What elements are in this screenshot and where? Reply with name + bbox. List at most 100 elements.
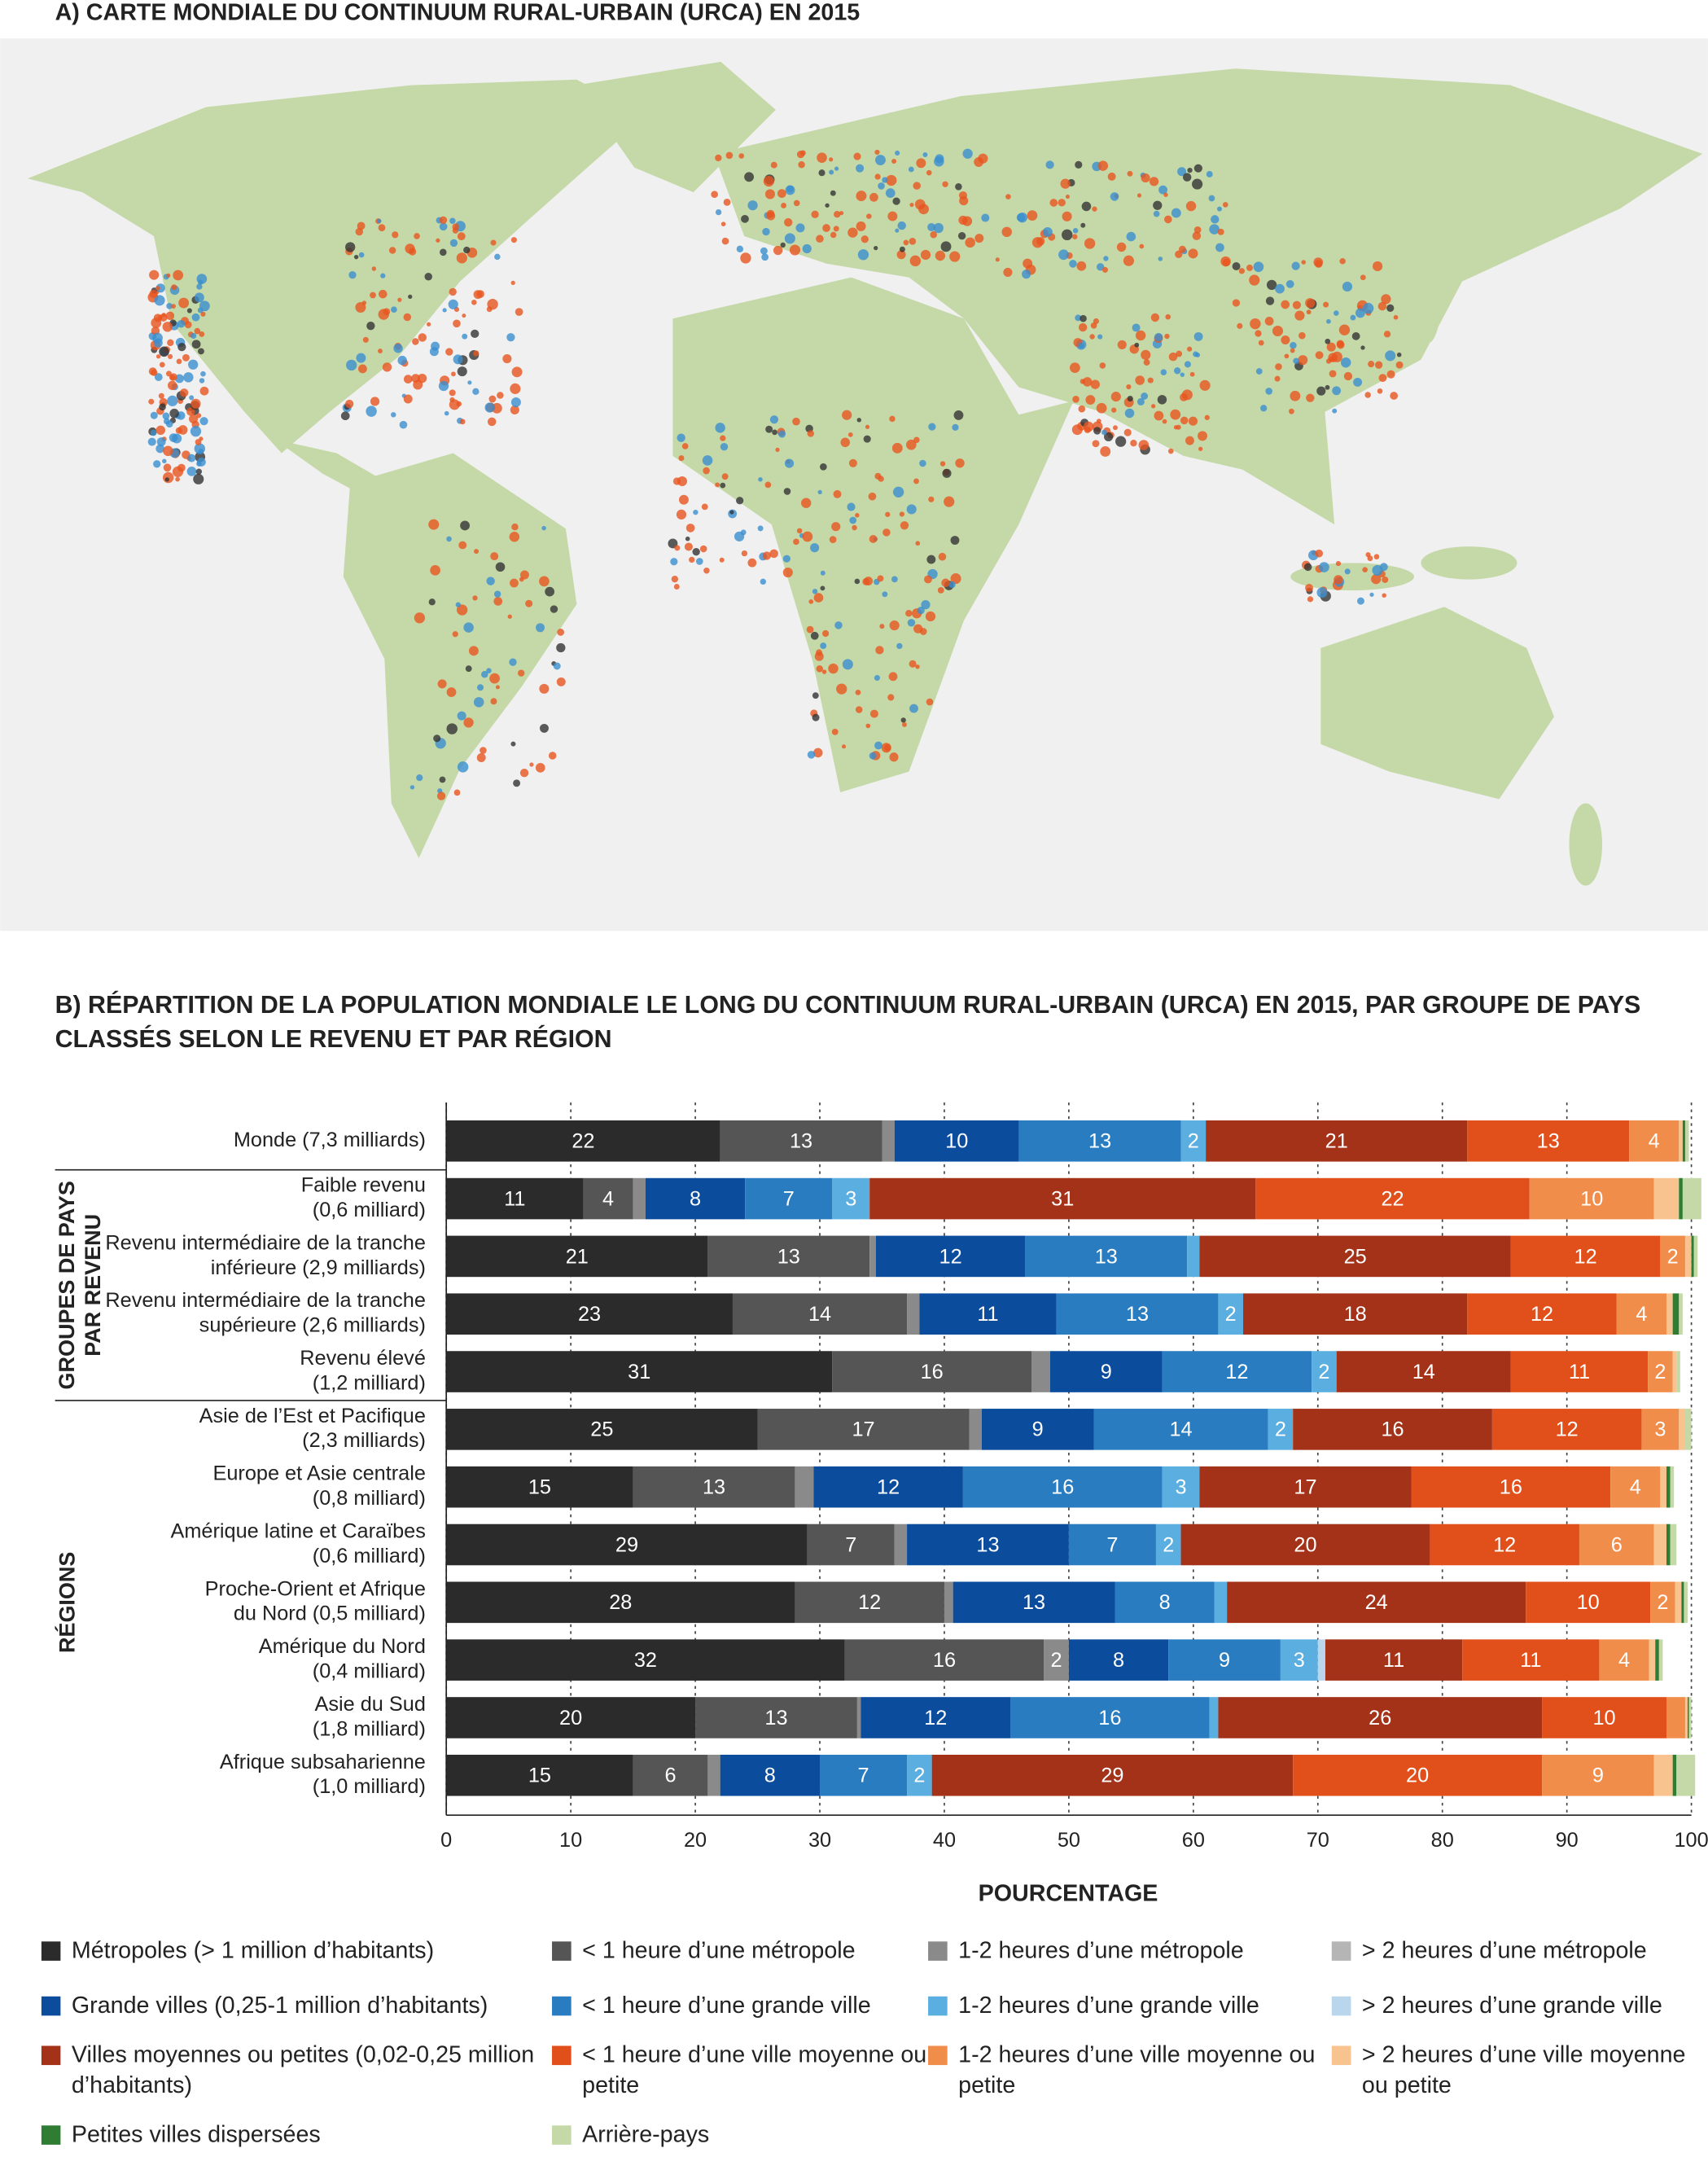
- map-dot: [433, 734, 441, 743]
- map-dot: [353, 254, 359, 260]
- map-dot: [370, 292, 376, 299]
- map-dot: [1141, 349, 1151, 360]
- map-dot: [834, 211, 841, 218]
- map-dot: [191, 313, 200, 322]
- map-dot: [188, 359, 199, 370]
- bar-segment: [1018, 1120, 1181, 1162]
- bar-segment: [944, 1581, 953, 1624]
- legend-label: < 1 heure d’une métropole: [582, 1937, 856, 1964]
- bar-segment: [875, 1235, 1026, 1278]
- map-dot: [926, 698, 934, 706]
- map-dot: [197, 307, 204, 313]
- bar-segment: [1199, 1235, 1511, 1278]
- map-dot: [1284, 353, 1290, 359]
- map-dot: [812, 747, 823, 758]
- legend-swatch: [41, 2045, 61, 2066]
- bar-segment: [707, 1235, 870, 1278]
- map-dot: [721, 237, 729, 245]
- value-label: 3: [1294, 1649, 1305, 1672]
- map-dot: [183, 372, 194, 383]
- map-dot: [1264, 317, 1274, 326]
- bar-segment: [1115, 1581, 1215, 1624]
- map-dot: [792, 417, 800, 426]
- bar-segment: [1162, 1351, 1312, 1392]
- map-dot: [789, 244, 801, 256]
- map-dot: [510, 237, 517, 243]
- map-dot: [164, 418, 170, 425]
- map-dot: [1305, 584, 1313, 592]
- bar-segment: [1467, 1293, 1617, 1335]
- map-dot: [545, 586, 555, 597]
- map-dot: [689, 556, 695, 563]
- map-dot: [773, 245, 783, 256]
- value-label: 2: [1051, 1649, 1062, 1672]
- bar-segment: [1227, 1581, 1526, 1624]
- map-dot: [1045, 160, 1054, 169]
- category-label: Asie du Sud: [315, 1693, 426, 1716]
- bar-segment: [1180, 1120, 1207, 1162]
- bar-segment: [446, 1177, 584, 1220]
- value-label: 21: [566, 1245, 589, 1268]
- map-dot: [1080, 222, 1086, 228]
- bar-segment: [1676, 1351, 1680, 1392]
- value-label: 8: [690, 1187, 701, 1210]
- map-dot: [770, 161, 777, 169]
- bar-segment: [969, 1409, 982, 1450]
- map-dot: [187, 454, 196, 463]
- map-dot: [888, 672, 898, 682]
- map-dot: [1123, 255, 1134, 266]
- map-dot: [1383, 331, 1391, 338]
- bar-segment: [1180, 1523, 1430, 1566]
- value-label: 6: [664, 1765, 676, 1787]
- map-dot: [511, 366, 523, 378]
- map-dot: [900, 717, 906, 723]
- map-dot: [800, 150, 806, 156]
- map-dot: [1360, 345, 1365, 350]
- category-label: du Nord (0,5 milliard): [234, 1602, 426, 1625]
- bar-segment: [1679, 1120, 1683, 1162]
- map-dot: [1096, 402, 1107, 414]
- map-dot: [1275, 363, 1282, 370]
- map-dot: [747, 558, 757, 568]
- bar-segment: [1666, 1523, 1671, 1566]
- map-dot: [833, 489, 842, 498]
- map-dot: [1173, 367, 1181, 375]
- map-dot: [874, 472, 882, 480]
- chart-title: CLASSÉS SELON LE REVENU ET PAR RÉGION: [55, 1025, 612, 1053]
- map-dot: [874, 246, 878, 251]
- bar-segment: [1467, 1120, 1630, 1162]
- map-dot: [446, 687, 457, 697]
- map-dot: [1070, 362, 1080, 373]
- map-dot: [463, 246, 471, 254]
- category-label: (1,2 milliard): [313, 1371, 426, 1394]
- bar-segment: [446, 1351, 833, 1392]
- map-dot: [802, 531, 813, 542]
- map-dot: [1204, 414, 1210, 420]
- map-dot: [678, 494, 689, 505]
- x-tick-label: 30: [808, 1829, 831, 1852]
- value-label: 15: [528, 1476, 551, 1499]
- map-dot: [828, 663, 839, 674]
- map-dot: [806, 625, 814, 634]
- map-dot: [1078, 322, 1088, 332]
- map-dot: [1164, 333, 1170, 340]
- british-isles: [742, 161, 782, 223]
- map-dot: [1163, 192, 1168, 197]
- map-dot: [715, 423, 725, 433]
- map-dot: [831, 522, 841, 532]
- value-label: 3: [1654, 1418, 1666, 1441]
- map-dot: [399, 420, 408, 429]
- map-dot: [182, 353, 190, 362]
- map-dot: [1188, 248, 1198, 259]
- map-dot: [1153, 210, 1160, 217]
- map-dot: [1298, 355, 1308, 366]
- value-label: 10: [1580, 1187, 1603, 1210]
- map-dot: [472, 388, 480, 395]
- map-dot: [1176, 350, 1183, 357]
- map-dot: [1096, 419, 1101, 423]
- bar-segment: [1056, 1293, 1219, 1335]
- map-dot: [186, 466, 197, 476]
- bar-segment: [645, 1177, 746, 1220]
- map-dot: [842, 410, 852, 420]
- map-dot: [177, 463, 186, 472]
